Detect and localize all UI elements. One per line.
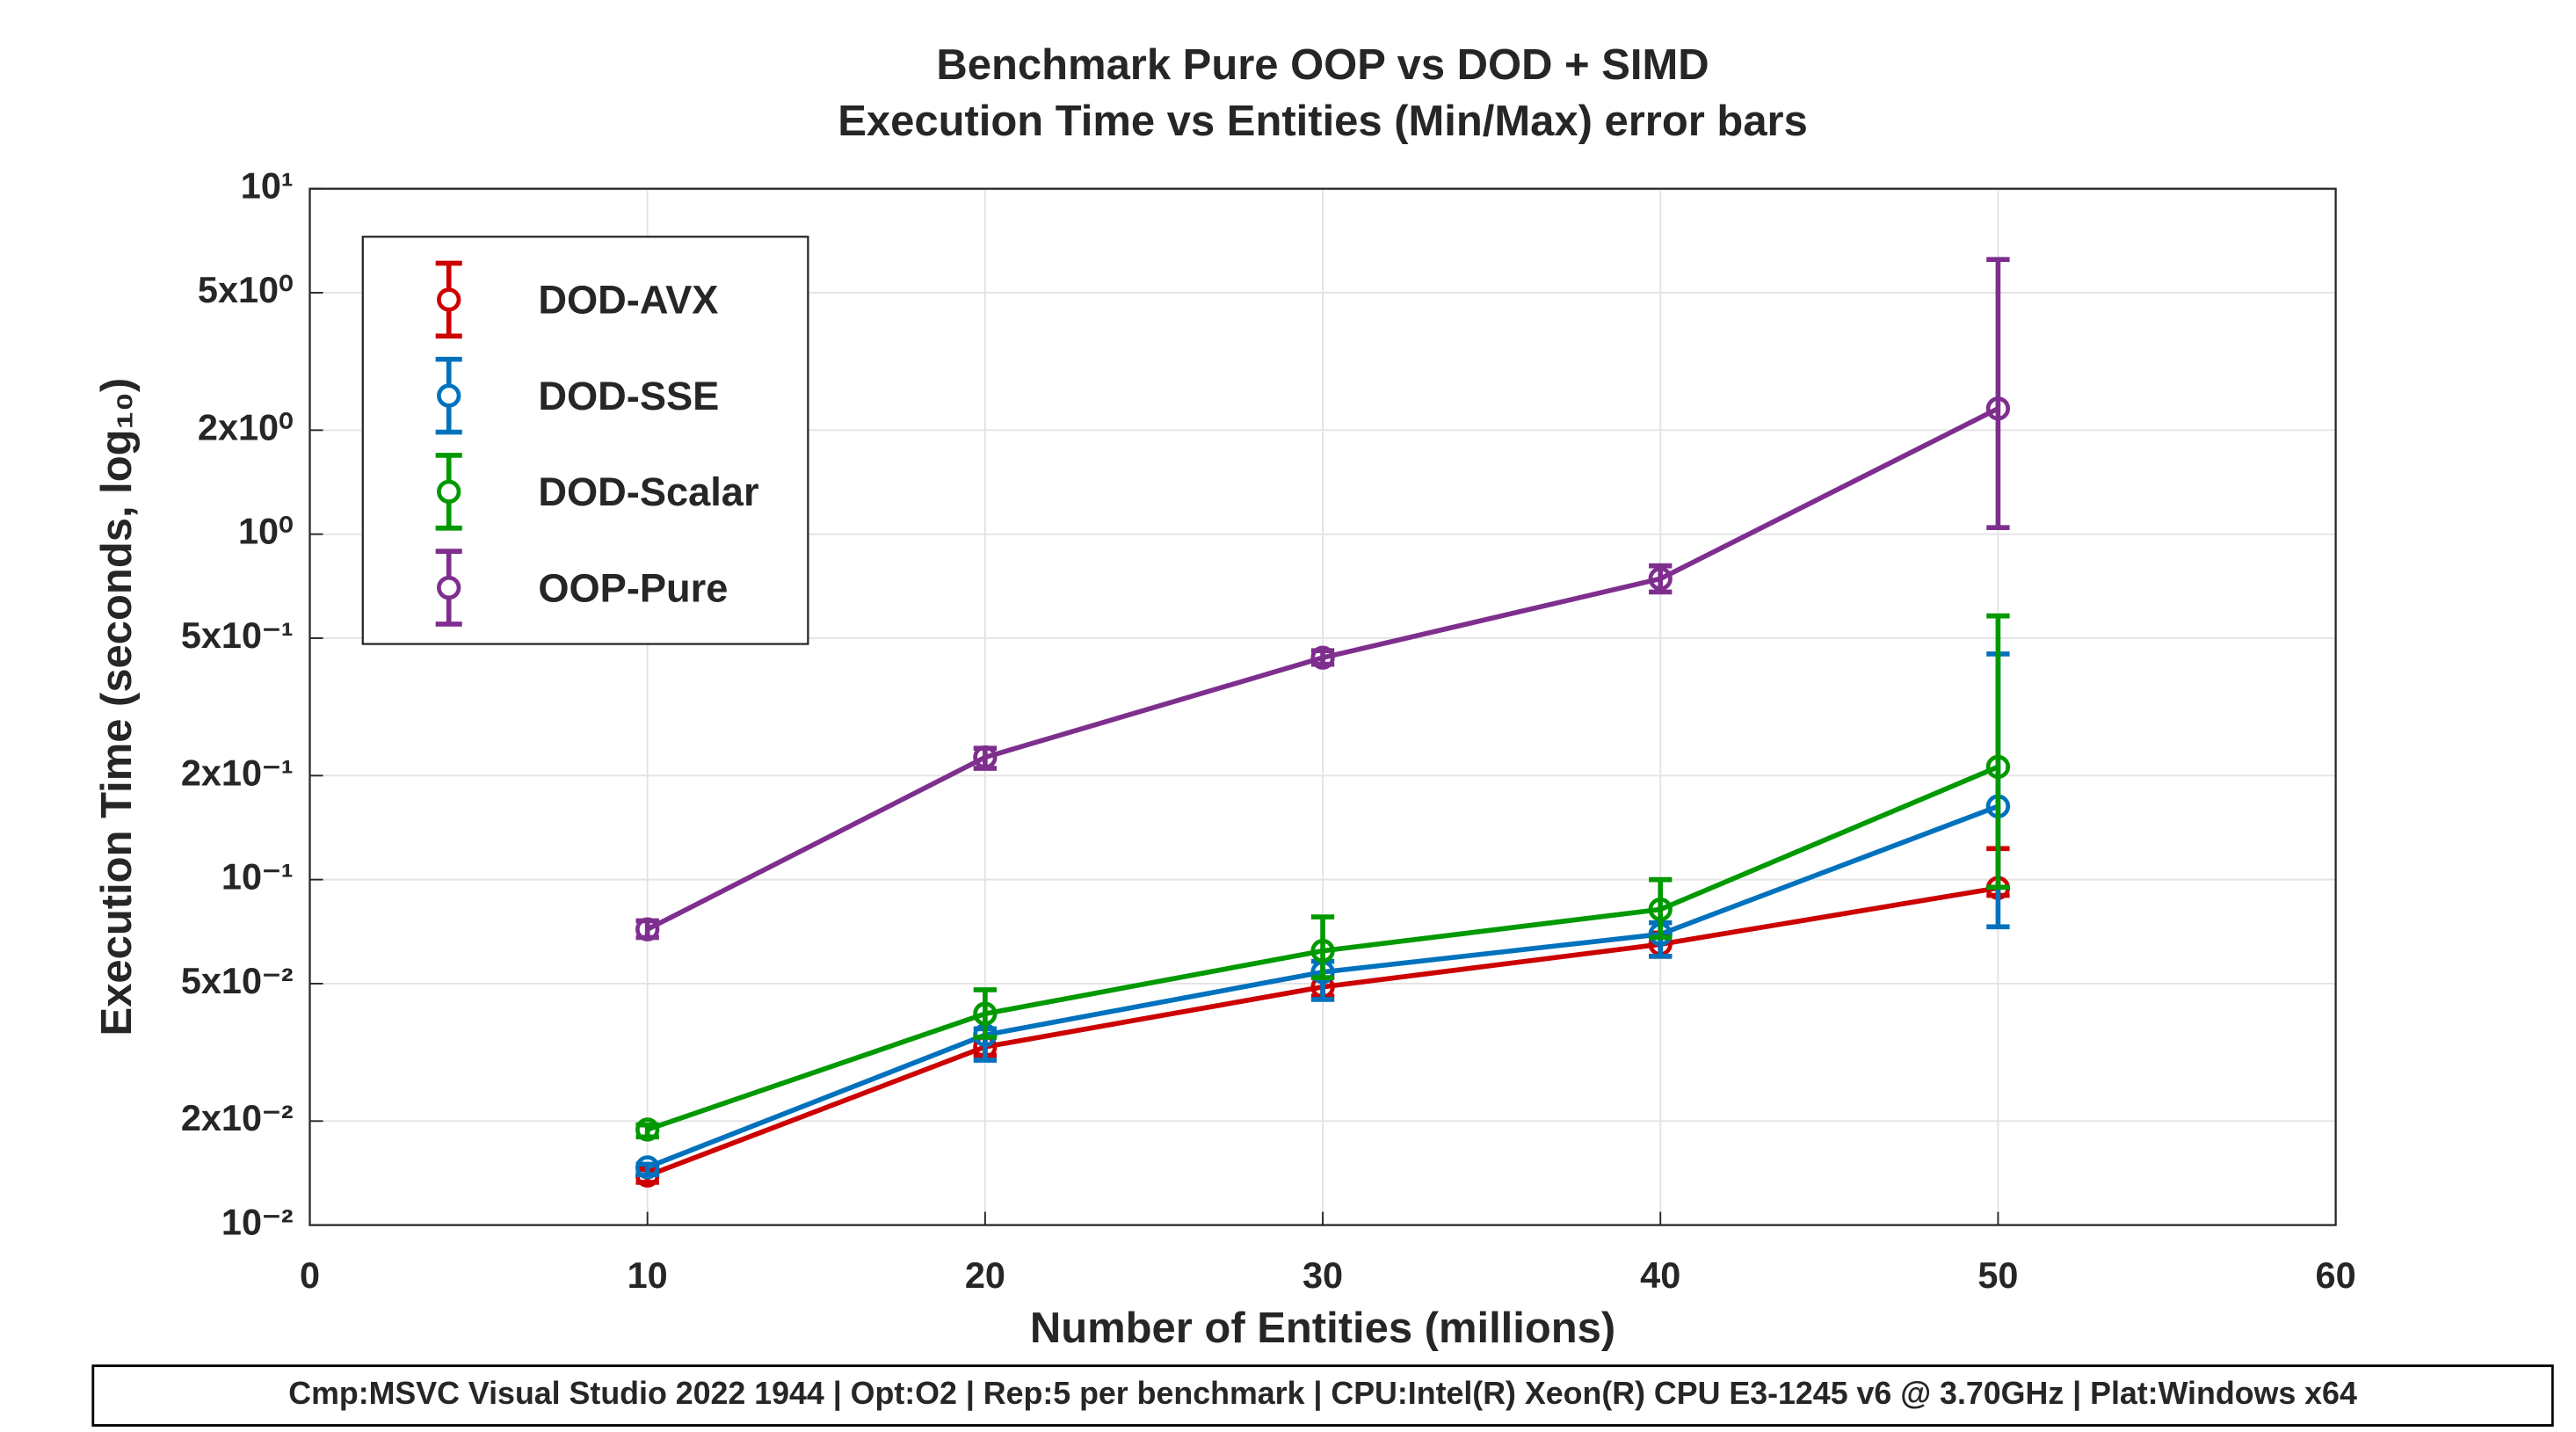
error-bar — [1986, 257, 2010, 530]
error-bar — [1986, 613, 2010, 890]
chart-title: Benchmark Pure OOP vs DOD + SIMD — [936, 41, 1709, 89]
y-tick-label: 10⁰ — [238, 511, 294, 552]
legend-box — [361, 236, 809, 645]
x-tick-label: 30 — [1303, 1254, 1343, 1296]
marker — [635, 1117, 660, 1142]
y-tick-label: 5x10⁻¹ — [181, 614, 294, 656]
chart-subtitle: Execution Time vs Entities (Min/Max) err… — [838, 98, 1808, 145]
footer: Cmp:MSVC Visual Studio 2022 1944 | Opt:O… — [288, 1376, 2357, 1411]
x-tick-label: 50 — [1977, 1254, 2018, 1296]
y-tick-label: 2x10⁻² — [181, 1097, 294, 1138]
legend-swatch — [437, 575, 461, 600]
y-tick-label: 2x10⁻¹ — [181, 752, 294, 793]
y-tick-label: 5x10⁻² — [181, 960, 294, 1001]
y-tick-label: 2x10⁰ — [198, 406, 294, 447]
legend-swatch — [437, 479, 461, 504]
marker — [1648, 566, 1673, 592]
marker — [635, 917, 660, 941]
legend-label: OOP-Pure — [538, 565, 728, 610]
marker — [973, 1001, 998, 1026]
y-axis-label: Execution Time (seconds, log₁₀) — [93, 378, 141, 1036]
y-tick-label: 10⁻¹ — [221, 856, 294, 898]
x-tick-label: 10 — [628, 1254, 668, 1296]
x-tick-label: 60 — [2316, 1254, 2356, 1296]
marker — [1310, 645, 1335, 670]
error-bar — [1310, 914, 1335, 981]
marker — [973, 745, 998, 770]
marker — [635, 1155, 660, 1180]
y-tick-label: 10¹ — [241, 165, 294, 207]
legend-label: DOD-Scalar — [538, 469, 758, 514]
legend-label: DOD-AVX — [538, 278, 718, 323]
x-tick-label: 0 — [300, 1254, 320, 1296]
legend-label: DOD-SSE — [538, 374, 719, 418]
legend-swatch — [437, 383, 461, 408]
footer-box — [91, 1364, 2554, 1427]
legend-swatch — [437, 287, 461, 312]
marker — [1648, 897, 1673, 922]
error-bar — [1649, 876, 1673, 941]
marker — [1985, 754, 2011, 780]
error-bar — [973, 987, 998, 1040]
marker — [1985, 396, 2011, 421]
y-tick-label: 5x10⁰ — [198, 269, 294, 310]
x-tick-label: 20 — [965, 1254, 1005, 1296]
x-tick-label: 40 — [1640, 1254, 1680, 1296]
y-tick-label: 10⁻² — [221, 1202, 294, 1243]
x-axis-label: Number of Entities (millions) — [1030, 1305, 1615, 1352]
marker — [1310, 939, 1335, 963]
